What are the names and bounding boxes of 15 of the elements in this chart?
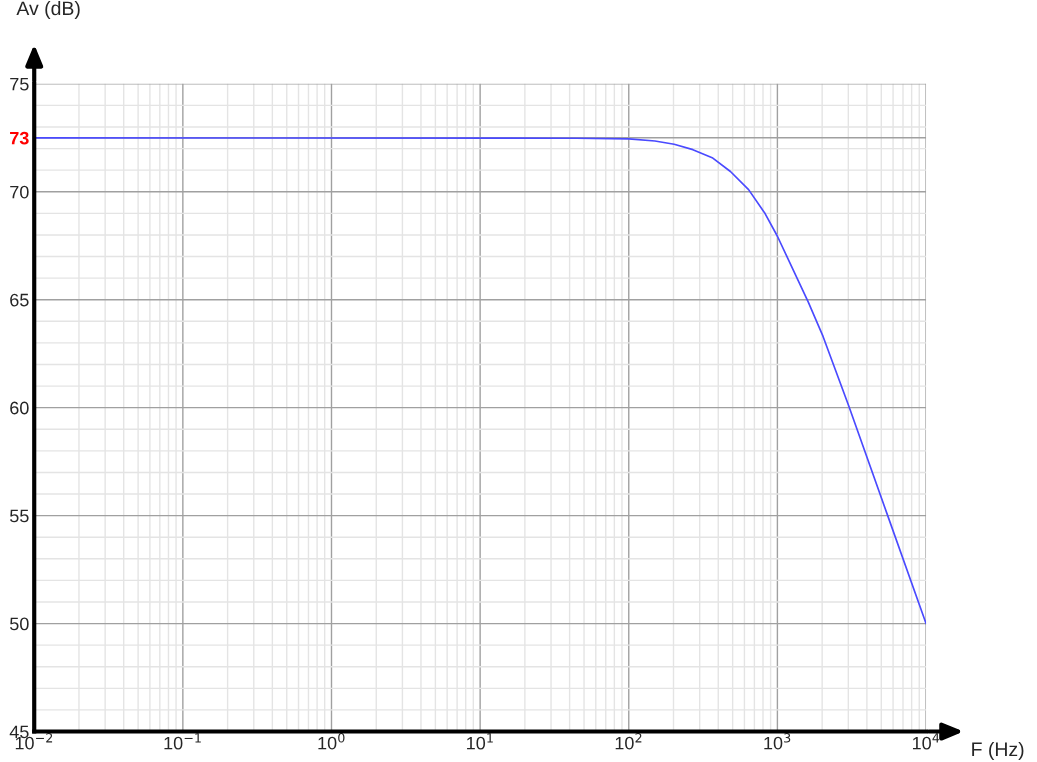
x-tick-label: 10$^{3}$ [764,733,791,750]
x-tick-label: 10$^{−1}$ [164,733,201,750]
y-tick-label: 73 [10,131,29,145]
y-tick-label: 55 [10,509,29,523]
x-tick-label: 10$^{0}$ [318,733,345,750]
y-tick-label: 70 [10,185,29,199]
x-axis-title: F (Hz) [972,741,1024,760]
x-tick-label: 10$^{1}$ [467,733,493,750]
y-tick-label: 50 [10,617,29,631]
y-tick-label: 65 [10,293,29,307]
y-tick-label: 75 [10,77,29,91]
y-axis-title: Av (dB) [16,0,80,20]
x-tick-label: 10$^{2}$ [615,733,642,750]
y-tick-label: 60 [10,401,29,415]
x-tick-label: 10$^{4}$ [912,733,940,750]
